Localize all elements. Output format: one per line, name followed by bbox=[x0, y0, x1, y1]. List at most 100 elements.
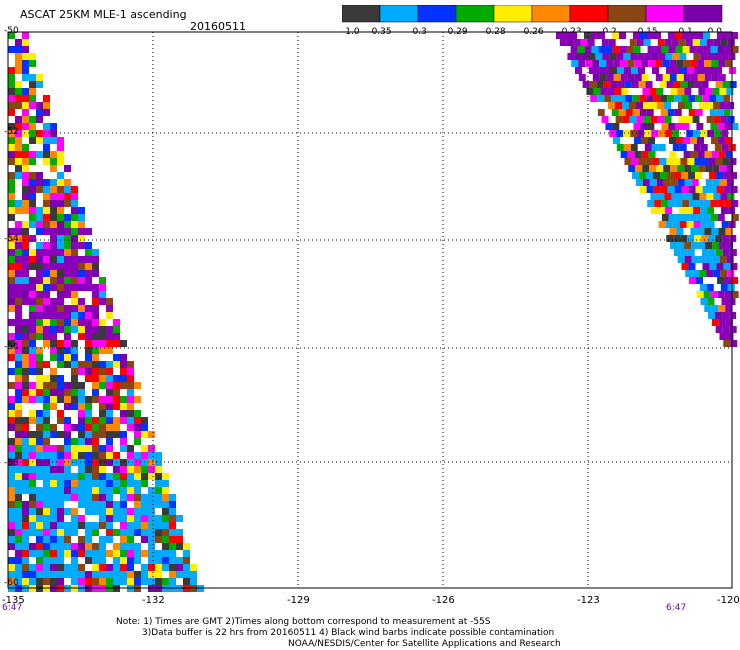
swath-pixel bbox=[57, 522, 64, 529]
swath-pixel bbox=[29, 543, 36, 550]
swath-pixel bbox=[22, 53, 29, 60]
swath-pixel bbox=[43, 536, 50, 543]
swath-pixel bbox=[637, 53, 645, 60]
swath-pixel bbox=[29, 74, 36, 81]
swath-pixel bbox=[148, 543, 155, 550]
swath-pixel bbox=[682, 214, 690, 221]
swath-pixel bbox=[703, 214, 711, 221]
swath-pixel bbox=[120, 473, 127, 480]
swath-pixel bbox=[29, 172, 36, 179]
swath-pixel bbox=[127, 543, 134, 550]
swath-pixel bbox=[22, 424, 29, 431]
swath-pixel bbox=[85, 291, 92, 298]
swath-pixel bbox=[623, 144, 631, 151]
swath-pixel bbox=[43, 571, 50, 578]
swath-pixel bbox=[22, 214, 29, 221]
swath-pixel bbox=[22, 109, 29, 116]
swath-pixel bbox=[22, 312, 29, 319]
swath-pixel bbox=[675, 123, 683, 130]
swath-pixel bbox=[43, 347, 50, 354]
swath-pixel bbox=[113, 452, 120, 459]
swath-pixel bbox=[29, 221, 36, 228]
swath-pixel bbox=[50, 557, 57, 564]
swath-pixel bbox=[134, 431, 141, 438]
swath-pixel bbox=[43, 270, 50, 277]
swath-pixel bbox=[113, 571, 120, 578]
swath-pixel bbox=[601, 102, 609, 109]
swath-pixel bbox=[15, 319, 22, 326]
swath-pixel bbox=[43, 375, 50, 382]
swath-pixel bbox=[106, 452, 113, 459]
swath-pixel bbox=[50, 305, 57, 312]
swath-pixel bbox=[99, 522, 106, 529]
swath-pixel bbox=[715, 326, 723, 333]
swath-pixel bbox=[78, 466, 85, 473]
swath-pixel bbox=[696, 214, 704, 221]
swath-pixel bbox=[668, 123, 676, 130]
swath-pixel bbox=[714, 298, 722, 305]
swath-pixel bbox=[99, 382, 106, 389]
swath-pixel bbox=[29, 564, 36, 571]
swath-pixel bbox=[50, 144, 57, 151]
swath-pixel bbox=[92, 326, 99, 333]
swath-pixel bbox=[619, 32, 626, 39]
swath-pixel bbox=[36, 249, 43, 256]
swath-pixel bbox=[71, 347, 78, 354]
swath-pixel bbox=[633, 123, 641, 130]
swath-pixel bbox=[15, 158, 22, 165]
swath-pixel bbox=[43, 508, 50, 515]
swath-pixel bbox=[29, 81, 36, 88]
swath-pixel bbox=[29, 277, 36, 284]
swath-pixel bbox=[658, 53, 666, 60]
swath-pixel bbox=[731, 200, 739, 207]
swath-pixel bbox=[57, 347, 64, 354]
swath-pixel bbox=[697, 137, 705, 144]
swath-pixel bbox=[36, 242, 43, 249]
swath-pixel bbox=[22, 319, 29, 326]
swath-pixel bbox=[169, 578, 176, 585]
swath-pixel bbox=[678, 39, 686, 46]
swath-pixel bbox=[720, 284, 728, 291]
swath-pixel bbox=[36, 382, 43, 389]
swath-pixel bbox=[71, 445, 78, 452]
swath-pixel bbox=[708, 67, 716, 74]
swath-pixel bbox=[578, 60, 586, 67]
swath-pixel bbox=[78, 403, 85, 410]
swath-pixel bbox=[92, 361, 99, 368]
swath-pixel bbox=[64, 214, 71, 221]
swath-pixel bbox=[673, 235, 681, 242]
swath-pixel bbox=[664, 193, 672, 200]
swath-pixel bbox=[78, 508, 85, 515]
swath-pixel bbox=[22, 284, 29, 291]
swath-pixel bbox=[8, 361, 15, 368]
swath-pixel bbox=[704, 60, 712, 67]
swath-pixel bbox=[8, 53, 15, 60]
swath-pixel bbox=[654, 46, 662, 53]
swath-pixel bbox=[113, 529, 120, 536]
swath-pixel bbox=[683, 60, 691, 67]
swath-pixel bbox=[127, 396, 134, 403]
swath-pixel bbox=[634, 60, 642, 67]
swath-pixel bbox=[701, 158, 709, 165]
swath-pixel bbox=[727, 284, 735, 291]
swath-pixel bbox=[92, 284, 99, 291]
swath-pixel bbox=[85, 347, 92, 354]
swath-pixel bbox=[141, 508, 148, 515]
swath-pixel bbox=[8, 165, 15, 172]
swath-pixel bbox=[106, 298, 113, 305]
swath-pixel bbox=[57, 207, 64, 214]
swath-pixel bbox=[57, 508, 64, 515]
swath-pixel bbox=[8, 291, 15, 298]
swath-pixel bbox=[666, 81, 674, 88]
swath-pixel bbox=[636, 39, 644, 46]
swath-pixel bbox=[50, 172, 57, 179]
swath-pixel bbox=[617, 67, 625, 74]
swath-pixel bbox=[8, 228, 15, 235]
swath-pixel bbox=[85, 375, 92, 382]
swath-pixel bbox=[718, 151, 726, 158]
swath-pixel bbox=[43, 354, 50, 361]
swath-pixel bbox=[646, 186, 654, 193]
swath-pixel bbox=[43, 543, 50, 550]
swath-pixel bbox=[640, 123, 648, 130]
swath-pixel bbox=[606, 60, 614, 67]
